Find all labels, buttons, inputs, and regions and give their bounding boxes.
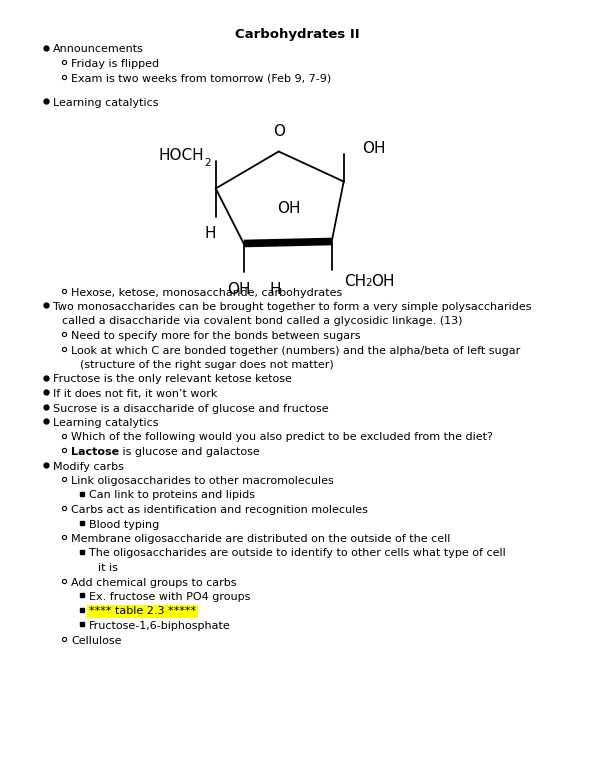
Text: OH: OH [277,201,300,216]
Text: Fructose is the only relevant ketose ketose: Fructose is the only relevant ketose ket… [53,374,292,384]
Text: called a disaccharide via covalent bond called a glycosidic linkage. (13): called a disaccharide via covalent bond … [62,316,462,326]
Text: Can link to proteins and lipids: Can link to proteins and lipids [89,490,255,500]
Text: Look at which C are bonded together (numbers) and the alpha/beta of left sugar: Look at which C are bonded together (num… [71,346,520,356]
Text: Sucrose is a disaccharide of glucose and fructose: Sucrose is a disaccharide of glucose and… [53,403,328,413]
Text: H: H [270,282,281,296]
Text: Fructose-1,6-biphosphate: Fructose-1,6-biphosphate [89,621,231,631]
Text: Learning catalytics: Learning catalytics [53,98,158,108]
Text: If it does not fit, it won’t work: If it does not fit, it won’t work [53,389,217,399]
Text: Membrane oligosaccharide are distributed on the outside of the cell: Membrane oligosaccharide are distributed… [71,534,450,544]
Text: OH: OH [371,274,394,290]
Text: Carbohydrates II: Carbohydrates II [235,28,360,41]
Text: OH: OH [362,141,385,156]
Text: HOCH: HOCH [158,148,203,163]
Text: (structure of the right sugar does not matter): (structure of the right sugar does not m… [80,360,334,370]
Text: H: H [205,226,217,242]
Text: Which of the following would you also predict to be excluded from the diet?: Which of the following would you also pr… [71,433,493,443]
Text: Modify carbs: Modify carbs [53,461,124,471]
Text: The oligosaccharides are outside to identify to other cells what type of cell: The oligosaccharides are outside to iden… [89,548,506,558]
Text: **** table 2.3 *****: **** table 2.3 ***** [89,607,196,617]
Text: is glucose and galactose: is glucose and galactose [119,447,260,457]
Text: O: O [273,123,284,139]
Text: Blood typing: Blood typing [89,520,159,530]
Text: Lactose: Lactose [71,447,119,457]
Text: Cellulose: Cellulose [71,635,121,645]
Text: Add chemical groups to carbs: Add chemical groups to carbs [71,578,236,588]
Text: Link oligosaccharides to other macromolecules: Link oligosaccharides to other macromole… [71,476,334,486]
Text: 2: 2 [205,159,211,169]
Text: Carbs act as identification and recognition molecules: Carbs act as identification and recognit… [71,505,368,515]
Text: Two monosaccharides can be brought together to form a very simple polysaccharide: Two monosaccharides can be brought toget… [53,302,531,312]
Text: Friday is flipped: Friday is flipped [71,59,159,69]
Text: Exam is two weeks from tomorrow (Feb 9, 7-9): Exam is two weeks from tomorrow (Feb 9, … [71,73,331,83]
Text: OH: OH [227,282,250,296]
Text: Announcements: Announcements [53,45,144,55]
Text: Need to specify more for the bonds between sugars: Need to specify more for the bonds betwe… [71,331,361,341]
Text: Ex. fructose with PO4 groups: Ex. fructose with PO4 groups [89,592,250,602]
Text: 2: 2 [366,277,372,287]
Text: it is: it is [98,563,118,573]
Text: CH: CH [344,274,366,290]
Text: Hexose, ketose, monosaccharide, carbohydrates: Hexose, ketose, monosaccharide, carbohyd… [71,287,342,297]
Text: Learning catalytics: Learning catalytics [53,418,158,428]
